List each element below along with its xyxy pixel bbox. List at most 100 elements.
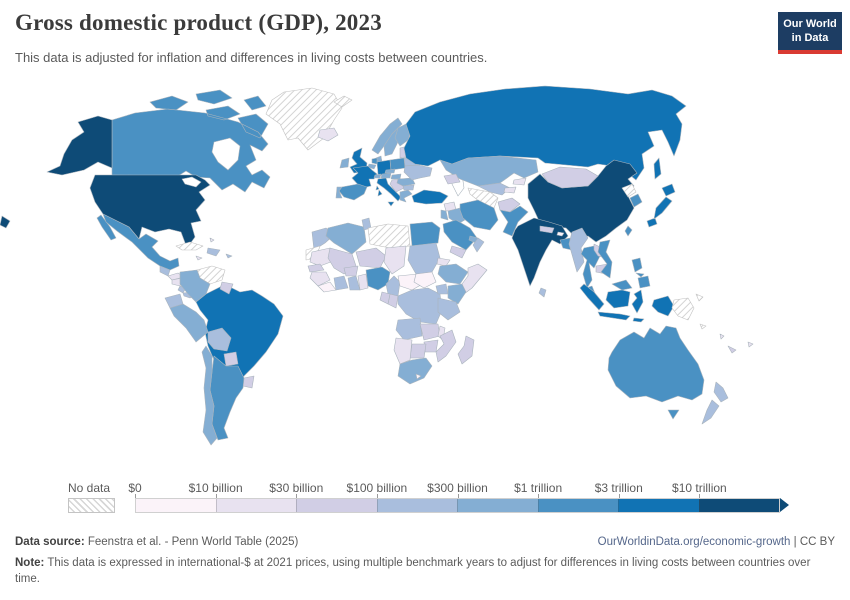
country-dominican-republic[interactable] (206, 247, 221, 257)
country-solomon-islands[interactable] (699, 323, 707, 330)
country-libya[interactable] (367, 223, 411, 249)
country-indonesia[interactable] (579, 283, 675, 323)
country-australia[interactable] (607, 325, 705, 420)
country-puerto-rico[interactable] (225, 253, 233, 259)
country-sri-lanka[interactable] (538, 287, 547, 298)
country-ethiopia[interactable] (437, 263, 469, 285)
country-argentina[interactable] (209, 355, 245, 441)
country-zimbabwe[interactable] (423, 339, 439, 353)
country-ukraine[interactable] (403, 164, 433, 181)
country-kazakhstan[interactable] (439, 155, 539, 187)
country-niger[interactable] (355, 247, 387, 269)
country-togo-benin[interactable] (357, 273, 369, 291)
legend-bin-1[interactable] (215, 499, 296, 512)
country-ivory-coast[interactable] (333, 275, 349, 291)
country-gabon[interactable] (379, 291, 391, 305)
country-tanzania[interactable] (437, 297, 461, 321)
legend-no-data-swatch[interactable] (68, 498, 115, 513)
country-hungary[interactable] (390, 173, 402, 180)
country-norway[interactable] (371, 117, 403, 155)
country-papua-new-guinea[interactable] (671, 293, 704, 321)
country-kyrgyzstan[interactable] (512, 177, 527, 186)
legend-bin-4[interactable] (457, 499, 538, 512)
owid-logo[interactable]: Our World in Data (778, 12, 842, 54)
country-lesotho[interactable] (415, 373, 422, 380)
country-israel-jordan[interactable] (440, 209, 449, 221)
country-pakistan[interactable] (499, 205, 529, 237)
country-taiwan[interactable] (624, 225, 633, 237)
country-guinea[interactable] (309, 271, 331, 287)
legend-bin-3[interactable] (376, 499, 457, 512)
legend-bin-5[interactable] (537, 499, 618, 512)
country-mongolia[interactable] (541, 166, 599, 189)
country-south-sudan[interactable] (413, 271, 437, 289)
country-guyana[interactable] (219, 281, 234, 295)
country-japan[interactable] (646, 183, 676, 228)
country-austria[interactable] (380, 172, 392, 179)
country-botswana[interactable] (409, 343, 427, 359)
country-north-korea[interactable] (621, 183, 637, 198)
country-senegal[interactable] (307, 263, 325, 273)
country-paraguay[interactable] (223, 351, 239, 367)
country-russia[interactable] (403, 85, 687, 181)
country-colombia[interactable] (179, 269, 211, 303)
country-greenland[interactable] (265, 87, 343, 151)
country-myanmar[interactable] (568, 227, 589, 273)
country-cameroon[interactable] (385, 275, 401, 297)
country-zambia[interactable] (419, 323, 441, 341)
legend-bin-6[interactable] (618, 499, 699, 512)
country-bahamas[interactable] (209, 237, 215, 243)
country-philippines[interactable] (631, 257, 651, 289)
country-bolivia[interactable] (207, 327, 232, 352)
country-new-zealand[interactable] (701, 381, 729, 425)
country-turkey[interactable] (411, 189, 449, 205)
country-nepal[interactable] (539, 225, 555, 234)
country-oman[interactable] (472, 237, 485, 253)
country-caucasus[interactable] (443, 173, 461, 185)
country-yemen[interactable] (449, 245, 467, 259)
country-switzerland[interactable] (373, 173, 382, 179)
country-bulgaria[interactable] (402, 184, 415, 191)
country-chad[interactable] (383, 245, 407, 275)
country-spain[interactable] (338, 183, 368, 201)
country-saudi-arabia[interactable] (442, 219, 478, 251)
country-mozambique[interactable] (435, 329, 457, 363)
country-madagascar[interactable] (457, 335, 475, 365)
country-india[interactable] (511, 217, 569, 287)
owid-link[interactable]: OurWorldinData.org/economic-growth (597, 536, 791, 548)
country-new-caledonia[interactable] (727, 345, 737, 354)
country-vanuatu[interactable] (719, 333, 725, 340)
country-tajikistan[interactable] (503, 186, 517, 194)
country-bhutan[interactable] (556, 231, 565, 237)
country-svalbard[interactable] (333, 95, 353, 108)
country-ireland[interactable] (339, 157, 350, 169)
country-somalia[interactable] (461, 263, 488, 295)
country-cuba[interactable] (175, 241, 204, 251)
country-vietnam[interactable] (597, 239, 613, 279)
country-uganda[interactable] (435, 283, 449, 295)
country-algeria[interactable] (325, 222, 367, 255)
country-greece[interactable] (399, 189, 413, 203)
country-fiji[interactable] (747, 341, 754, 348)
country-angola[interactable] (395, 317, 423, 341)
country-south-korea[interactable] (629, 193, 643, 208)
country-egypt[interactable] (409, 221, 441, 247)
country-jamaica[interactable] (195, 255, 203, 261)
country-south-africa[interactable] (397, 357, 433, 385)
country-kenya[interactable] (447, 283, 467, 305)
legend-bin-0[interactable] (136, 499, 216, 512)
country-burkina-faso[interactable] (343, 265, 359, 277)
country-iceland[interactable] (317, 127, 339, 142)
country-poland[interactable] (389, 157, 406, 171)
country-drc[interactable] (397, 287, 443, 325)
country-sudan[interactable] (407, 242, 441, 275)
country-portugal[interactable] (335, 186, 343, 199)
country-czechia[interactable] (384, 168, 396, 174)
country-afghanistan[interactable] (497, 197, 521, 213)
country-namibia[interactable] (393, 337, 413, 365)
legend-bin-7[interactable] (698, 499, 779, 512)
country-mexico[interactable] (96, 213, 180, 271)
country-netherlands[interactable] (371, 157, 378, 165)
country-iran[interactable] (459, 199, 499, 231)
country-uruguay[interactable] (242, 375, 255, 389)
